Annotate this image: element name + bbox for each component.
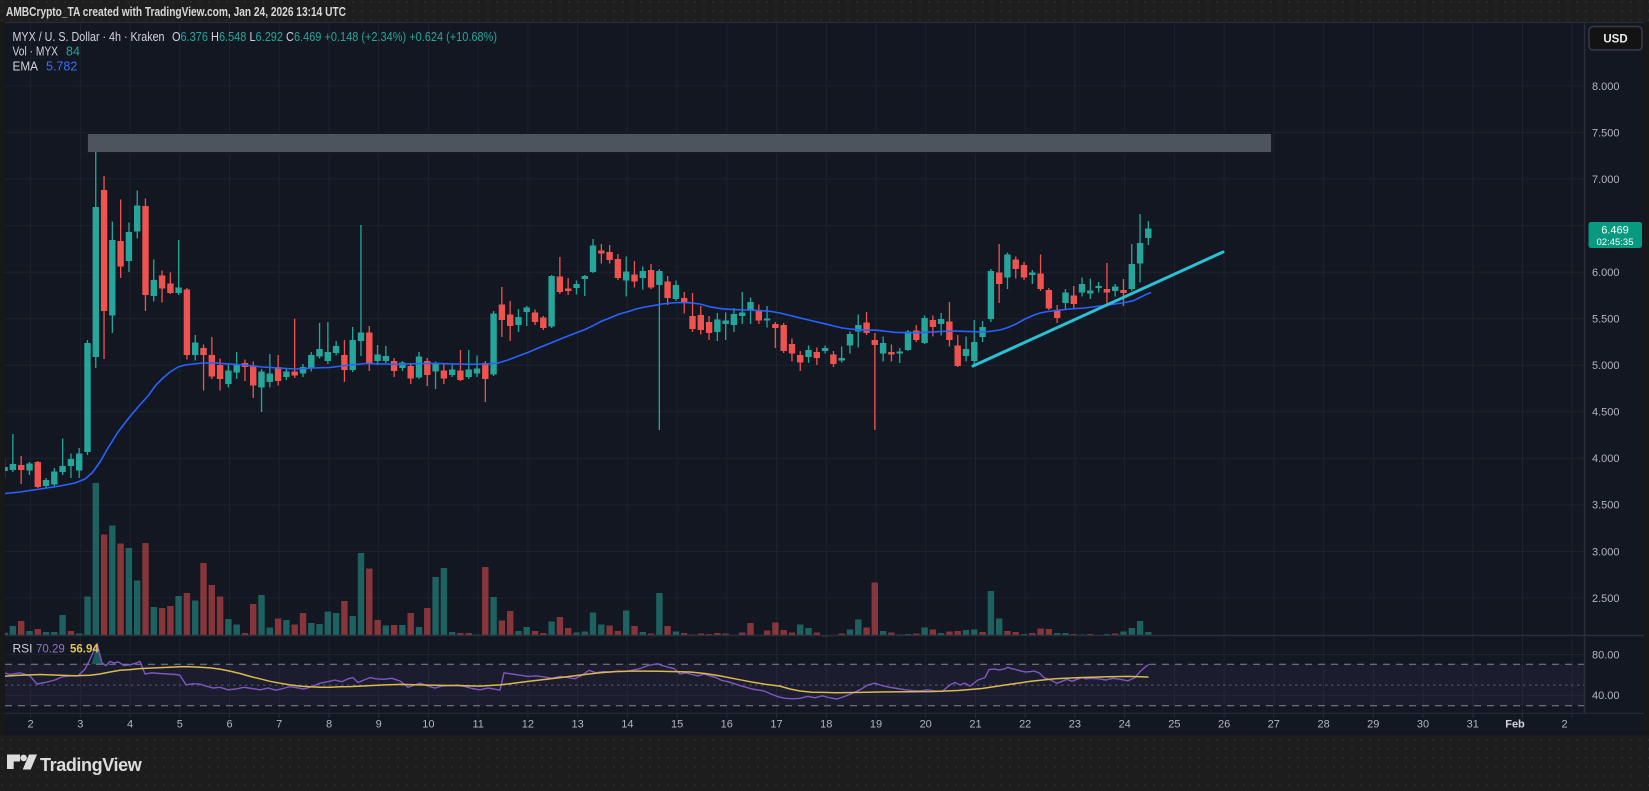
svg-text:80.00: 80.00 bbox=[1592, 649, 1620, 661]
svg-text:Vol · MYX: Vol · MYX bbox=[13, 45, 59, 59]
svg-text:5.782: 5.782 bbox=[46, 60, 77, 74]
svg-text:12: 12 bbox=[522, 719, 534, 731]
svg-text:17: 17 bbox=[770, 719, 782, 731]
svg-text:5.500: 5.500 bbox=[1592, 314, 1620, 326]
svg-text:3: 3 bbox=[77, 719, 83, 731]
svg-text:RSI: RSI bbox=[13, 642, 33, 656]
svg-text:24: 24 bbox=[1119, 719, 1131, 731]
svg-text:5.000: 5.000 bbox=[1592, 360, 1620, 372]
svg-text:7: 7 bbox=[276, 719, 282, 731]
svg-text:02:45:35: 02:45:35 bbox=[1597, 237, 1634, 248]
svg-text:5: 5 bbox=[177, 719, 183, 731]
svg-text:EMA: EMA bbox=[13, 60, 39, 74]
svg-text:30: 30 bbox=[1417, 719, 1429, 731]
svg-text:29: 29 bbox=[1367, 719, 1379, 731]
svg-text:8: 8 bbox=[326, 719, 332, 731]
svg-text:27: 27 bbox=[1268, 719, 1280, 731]
svg-text:25: 25 bbox=[1168, 719, 1180, 731]
svg-text:22: 22 bbox=[1019, 719, 1031, 731]
svg-text:6.000: 6.000 bbox=[1592, 267, 1620, 279]
svg-text:70.29: 70.29 bbox=[36, 644, 65, 656]
svg-text:3.500: 3.500 bbox=[1592, 500, 1620, 512]
svg-text:6.469: 6.469 bbox=[1601, 225, 1629, 237]
svg-text:40.00: 40.00 bbox=[1592, 690, 1620, 702]
svg-text:O6.376 H6.548 L6.292 C6.469 +0: O6.376 H6.548 L6.292 C6.469 +0.148 (+2.3… bbox=[172, 30, 497, 44]
svg-text:2: 2 bbox=[1562, 719, 1568, 731]
svg-text:16: 16 bbox=[721, 719, 733, 731]
svg-text:11: 11 bbox=[472, 719, 483, 731]
svg-text:MYX / U. S. Dollar · 4h · Krak: MYX / U. S. Dollar · 4h · Kraken bbox=[13, 30, 165, 44]
svg-text:4.000: 4.000 bbox=[1592, 453, 1620, 465]
svg-text:6: 6 bbox=[226, 719, 232, 731]
svg-text:TradingView: TradingView bbox=[40, 755, 143, 775]
svg-text:26: 26 bbox=[1218, 719, 1230, 731]
svg-text:4.500: 4.500 bbox=[1592, 407, 1620, 419]
svg-text:21: 21 bbox=[969, 719, 981, 731]
svg-text:8.000: 8.000 bbox=[1592, 81, 1620, 93]
svg-text:7.500: 7.500 bbox=[1592, 127, 1620, 139]
svg-text:2.500: 2.500 bbox=[1592, 593, 1620, 605]
svg-text:10: 10 bbox=[422, 719, 434, 731]
svg-text:31: 31 bbox=[1467, 719, 1479, 731]
svg-text:9: 9 bbox=[376, 719, 382, 731]
svg-text:7.000: 7.000 bbox=[1592, 174, 1620, 186]
svg-text:USD: USD bbox=[1603, 34, 1627, 46]
svg-text:14: 14 bbox=[621, 719, 633, 731]
svg-text:20: 20 bbox=[920, 719, 932, 731]
svg-text:56.94: 56.94 bbox=[70, 644, 99, 656]
svg-text:3.000: 3.000 bbox=[1592, 546, 1620, 558]
svg-text:4: 4 bbox=[127, 719, 133, 731]
svg-text:18: 18 bbox=[820, 719, 832, 731]
svg-text:13: 13 bbox=[571, 719, 583, 731]
svg-text:2: 2 bbox=[28, 719, 34, 731]
svg-text:Feb: Feb bbox=[1505, 719, 1525, 731]
svg-text:28: 28 bbox=[1317, 719, 1329, 731]
svg-text:15: 15 bbox=[671, 719, 683, 731]
svg-text:84: 84 bbox=[66, 45, 80, 59]
svg-text:19: 19 bbox=[870, 719, 882, 731]
svg-text:23: 23 bbox=[1069, 719, 1081, 731]
svg-text:AMBCrypto_TA created with Trad: AMBCrypto_TA created with TradingView.co… bbox=[6, 5, 346, 19]
